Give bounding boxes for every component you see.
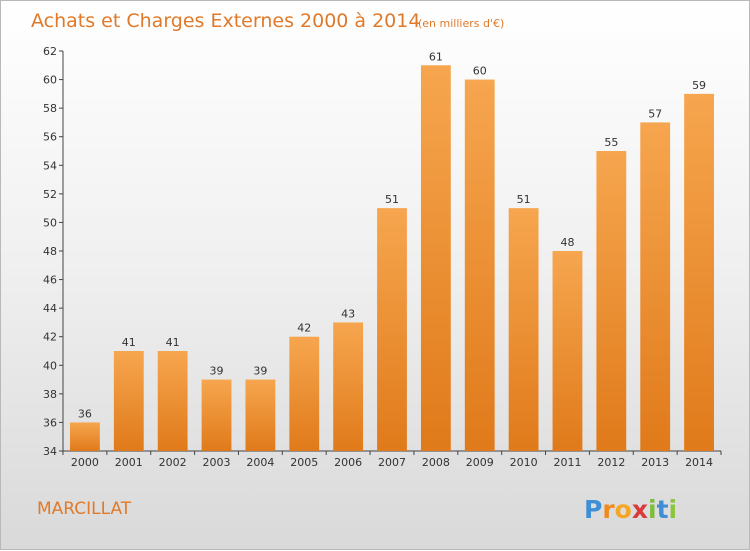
x-tick-label: 2006	[334, 456, 362, 469]
x-tick-label: 2002	[159, 456, 187, 469]
data-label: 61	[429, 50, 443, 63]
x-tick-label: 2000	[71, 456, 99, 469]
data-label: 51	[517, 193, 531, 206]
bar	[684, 93, 714, 451]
bar	[508, 208, 539, 451]
x-axis: 2000 2001 2002 2003 2004 2005 2006 2007 2008 2009…	[62, 450, 722, 469]
data-label: 60	[473, 65, 487, 78]
data-label: 36	[78, 407, 92, 420]
y-tick-label: 54	[43, 159, 57, 172]
y-tick-label: 34	[43, 445, 57, 458]
y-tick-label: 42	[43, 331, 57, 344]
y-tick-label: 38	[43, 388, 57, 401]
y-tick-label: 62	[43, 45, 57, 58]
data-label: 42	[297, 322, 311, 335]
x-tick-label: 2009	[466, 456, 494, 469]
bar	[420, 65, 451, 452]
data-label: 57	[648, 107, 662, 120]
x-tick-label: 2012	[597, 456, 625, 469]
data-label: 55	[604, 136, 618, 149]
chart-subtitle: (en milliers d'€)	[418, 17, 504, 30]
data-label: 48	[560, 236, 574, 249]
data-label: 59	[692, 79, 706, 92]
data-labels: 36 41 41 39 39 42 43 51 61 60 51 48 55 57 59	[78, 50, 706, 420]
bar	[113, 351, 144, 451]
y-tick-label: 48	[43, 245, 57, 258]
x-tick-label: 2013	[641, 456, 669, 469]
chart-title: Achats et Charges Externes 2000 à 2014	[31, 10, 420, 32]
bar	[333, 322, 364, 451]
y-tick-label: 44	[43, 302, 57, 315]
y-tick-label: 40	[43, 359, 57, 372]
bar	[640, 122, 671, 451]
y-tick-label: 52	[43, 188, 57, 201]
bar	[289, 336, 320, 451]
data-label: 41	[122, 336, 136, 349]
y-tick-label: 58	[43, 102, 57, 115]
data-label: 41	[166, 336, 180, 349]
location-name: MARCILLAT	[37, 499, 132, 519]
x-tick-label: 2007	[378, 456, 406, 469]
x-tick-label: 2003	[203, 456, 231, 469]
data-label: 39	[210, 365, 224, 378]
y-tick-label: 60	[43, 74, 57, 87]
data-label: 51	[385, 193, 399, 206]
bar	[377, 208, 407, 451]
x-tick-label: 2014	[685, 456, 713, 469]
bar	[596, 151, 627, 451]
x-tick-label: 2011	[553, 456, 581, 469]
y-tick-label: 56	[43, 131, 57, 144]
x-tick-label: 2001	[115, 456, 143, 469]
y-tick-label: 36	[43, 416, 57, 429]
data-label: 43	[341, 307, 355, 320]
x-tick-label: 2005	[290, 456, 318, 469]
data-label: 39	[253, 365, 267, 378]
y-axis: 34 36 38 40 42 44 46 48 50 52 54 56 58 60 62	[43, 45, 64, 458]
x-tick-label: 2010	[510, 456, 538, 469]
bar	[70, 422, 100, 451]
y-tick-label: 50	[43, 216, 57, 229]
bar	[245, 379, 276, 451]
bar	[552, 251, 583, 451]
brand-logo: Proxiti	[584, 495, 677, 524]
bars	[70, 65, 714, 452]
bar	[157, 351, 188, 451]
x-tick-label: 2008	[422, 456, 450, 469]
bar	[201, 379, 232, 451]
bar	[464, 79, 495, 452]
y-tick-label: 46	[43, 274, 57, 287]
x-tick-label: 2004	[246, 456, 274, 469]
